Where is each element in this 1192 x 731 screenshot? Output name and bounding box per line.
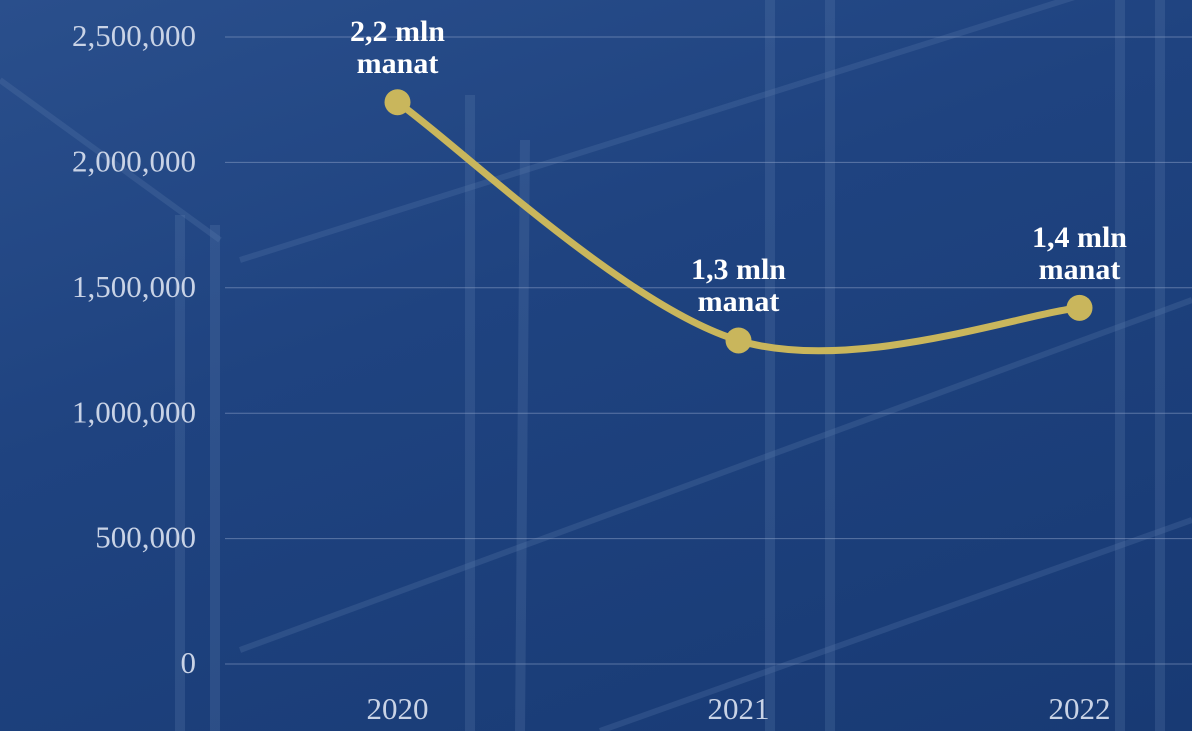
data-point bbox=[725, 327, 752, 354]
y-tick-label: 0 bbox=[181, 645, 197, 680]
y-tick-label: 1,500,000 bbox=[72, 269, 196, 304]
data-label: 2,2 mln manat bbox=[349, 15, 445, 81]
y-tick-label: 1,000,000 bbox=[72, 394, 196, 429]
data-label: 1,3 mln manat bbox=[690, 253, 786, 319]
plot-area: 0 500,000 1,000,000 1,500,000 2,000,000 2,500… bbox=[72, 18, 1192, 726]
data-point bbox=[384, 89, 411, 116]
y-tick-label: 2,000,000 bbox=[72, 144, 196, 179]
data-point bbox=[1066, 294, 1093, 321]
x-tick-label: 2020 bbox=[367, 691, 429, 726]
x-tick-label: 2022 bbox=[1049, 691, 1111, 726]
y-tick-label: 2,500,000 bbox=[72, 18, 196, 53]
data-label: 1,4 mln manat bbox=[1031, 220, 1127, 286]
x-tick-label: 2021 bbox=[708, 691, 770, 726]
y-tick-label: 500,000 bbox=[95, 520, 196, 555]
